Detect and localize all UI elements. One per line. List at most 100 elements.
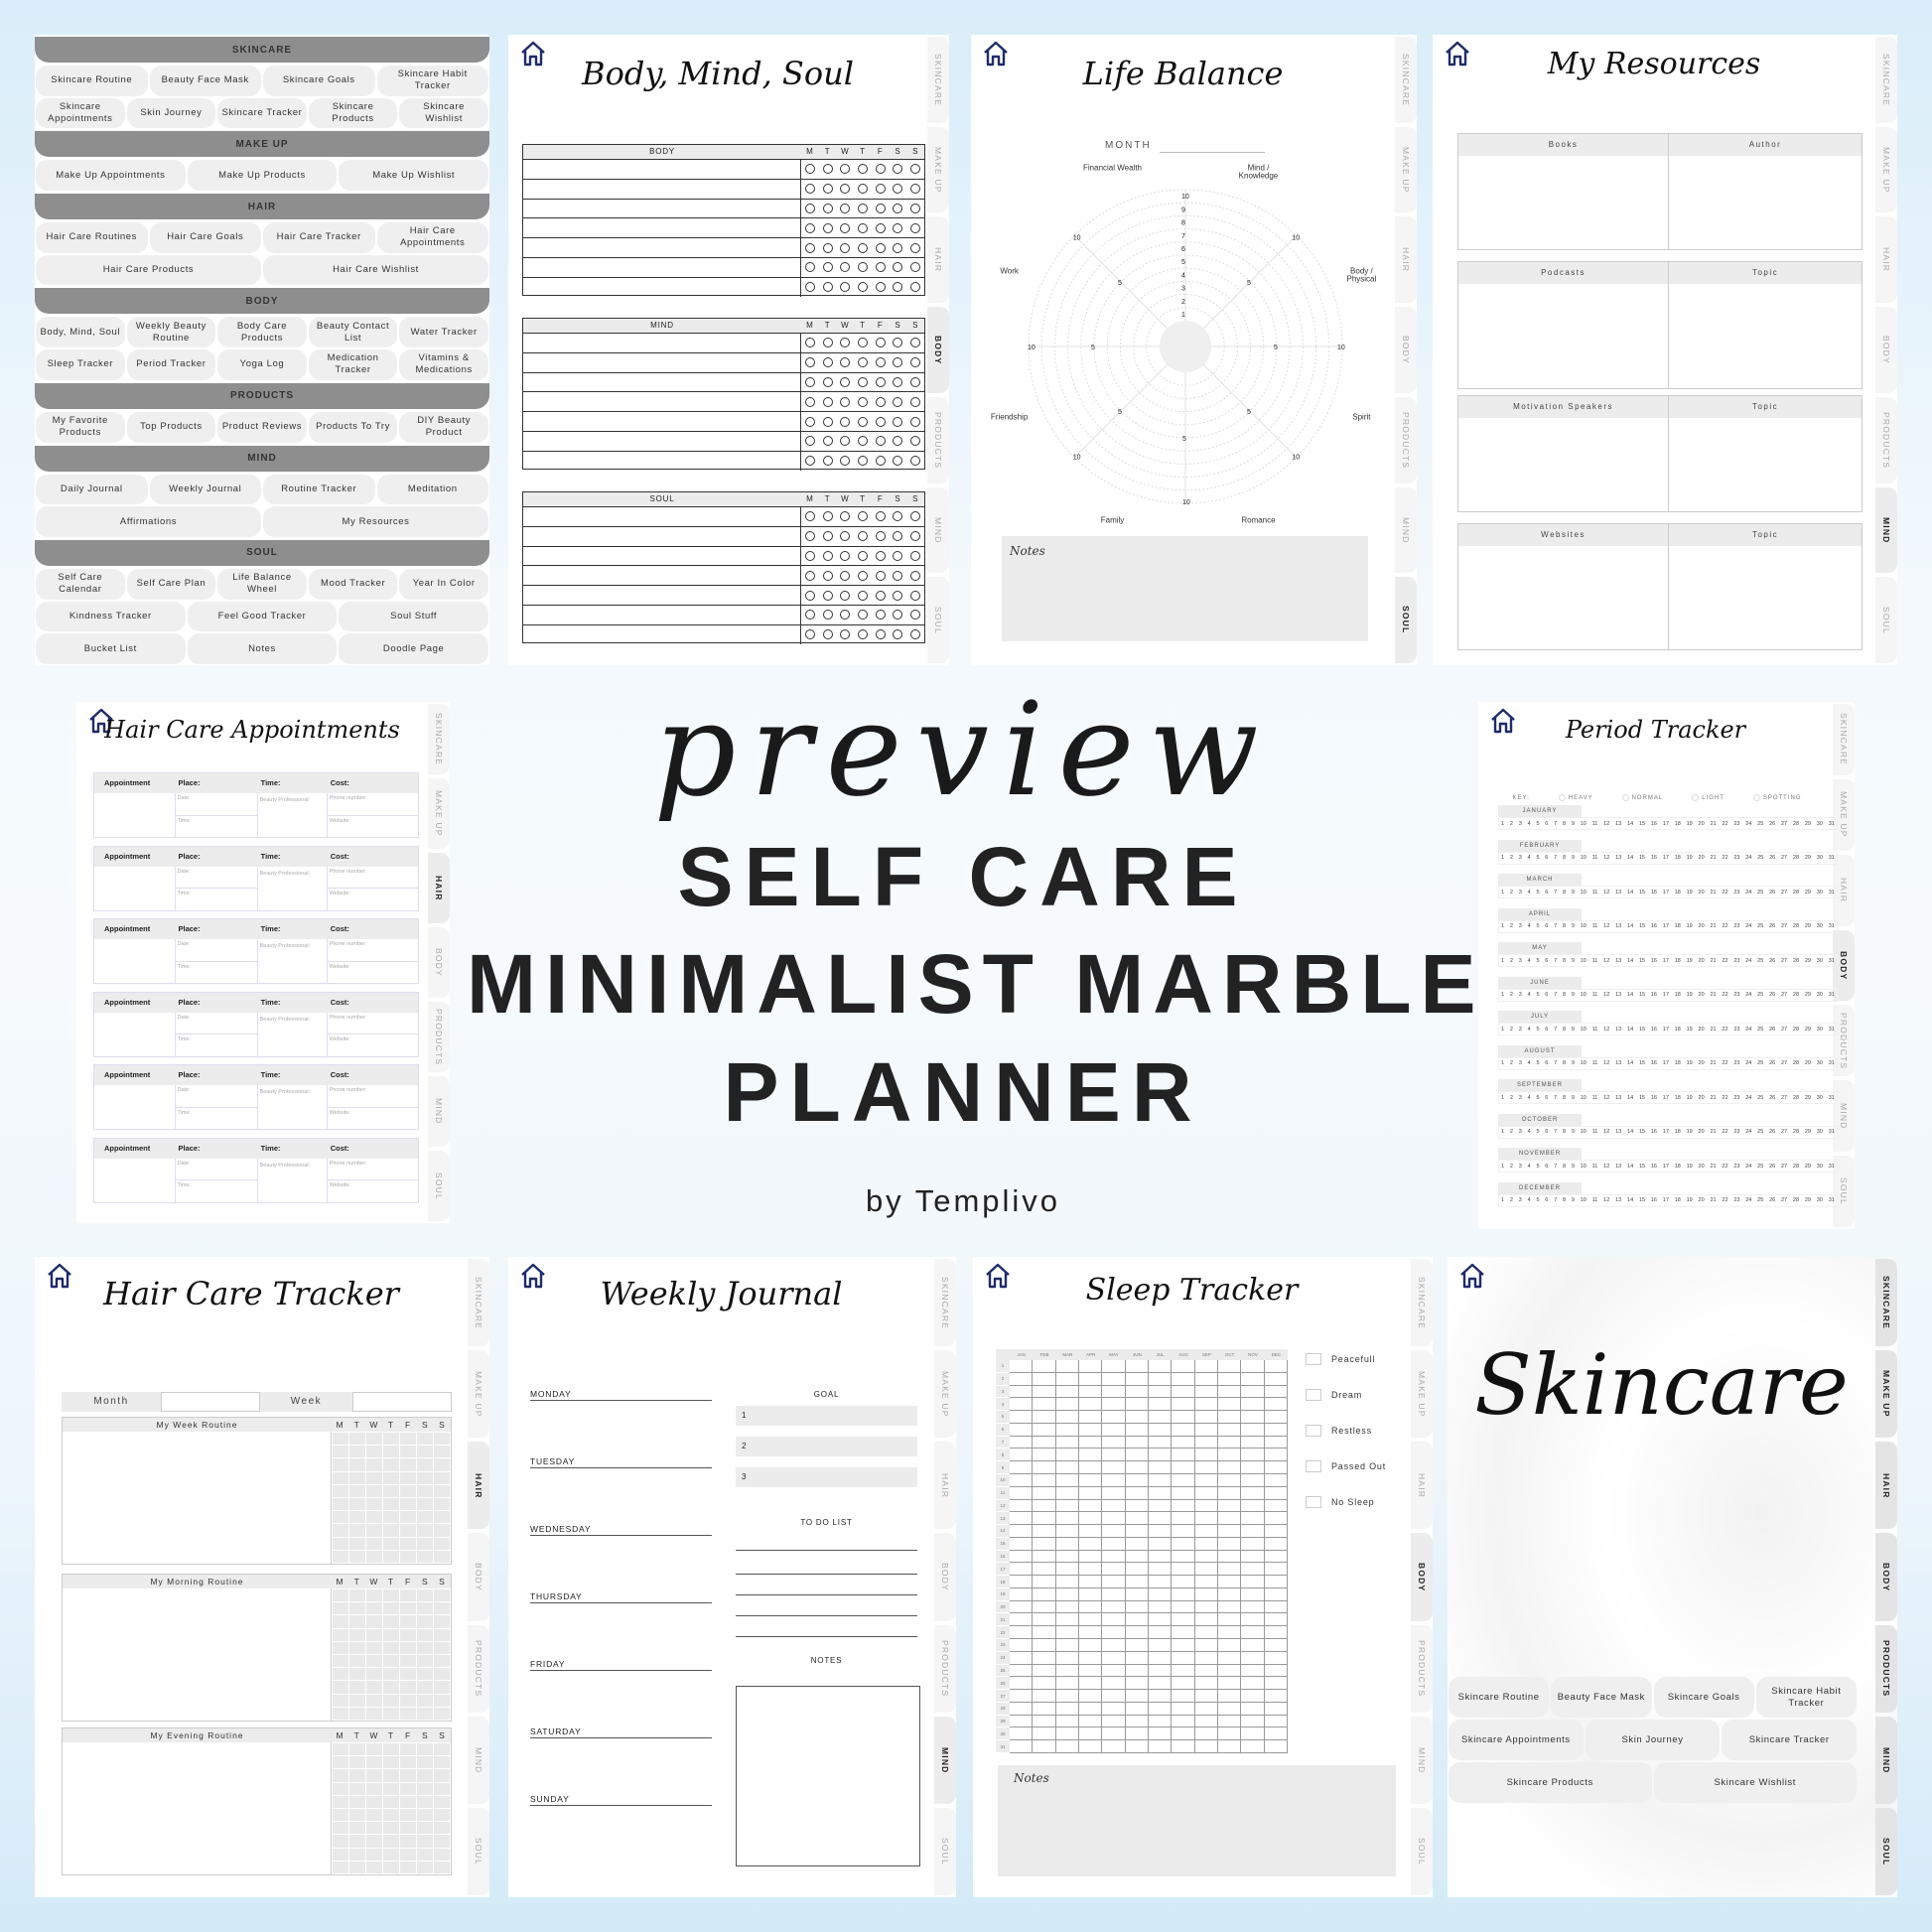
day-number[interactable]: 18 — [1674, 923, 1681, 929]
resource-column[interactable]: Websites — [1458, 524, 1669, 649]
day-number[interactable]: 22 — [1722, 923, 1728, 929]
grid-cell[interactable] — [366, 1822, 382, 1835]
sleep-cell[interactable] — [1102, 1398, 1126, 1412]
sleep-cell[interactable] — [1149, 1651, 1173, 1665]
day-check-circle[interactable] — [858, 222, 869, 233]
sleep-cell[interactable] — [1194, 1626, 1218, 1640]
day-number[interactable]: 22 — [1722, 855, 1728, 861]
grid-cell[interactable] — [417, 1668, 433, 1681]
grid-cell[interactable] — [434, 1782, 450, 1795]
grid-cell[interactable] — [366, 1458, 382, 1471]
day-number[interactable]: 7 — [1554, 820, 1558, 827]
day-number[interactable]: 18 — [1674, 1060, 1681, 1066]
day-number[interactable]: 16 — [1650, 1060, 1657, 1066]
day-number[interactable]: 10 — [1580, 820, 1587, 827]
tab-skincare[interactable]: SKINCARE — [934, 1259, 956, 1347]
sleep-cell[interactable] — [1010, 1600, 1034, 1614]
sleep-cell[interactable] — [1102, 1537, 1126, 1551]
day-check-circle[interactable] — [893, 590, 903, 601]
tab-mind[interactable]: MIND — [1395, 486, 1417, 574]
habit-line[interactable] — [523, 546, 801, 566]
grid-cell[interactable] — [434, 1743, 450, 1756]
sleep-cell[interactable] — [1241, 1576, 1265, 1588]
day-number[interactable]: 9 — [1571, 1094, 1575, 1101]
beauty-professional-field[interactable]: Beauty Professional: — [258, 1085, 328, 1129]
sleep-cell[interactable] — [1079, 1664, 1103, 1678]
day-check-circle[interactable] — [875, 357, 886, 368]
day-check-circle[interactable] — [858, 164, 869, 175]
toc-item[interactable]: Skincare Products — [308, 97, 398, 129]
grid-cell[interactable] — [366, 1471, 382, 1484]
day-number[interactable]: 19 — [1686, 1163, 1693, 1170]
day-check-circle[interactable] — [822, 590, 833, 601]
day-number[interactable]: 11 — [1591, 1026, 1598, 1033]
toc-item[interactable]: Hair Care Appointments — [376, 222, 488, 253]
resource-column[interactable]: Motivation Speakers — [1458, 396, 1669, 511]
grid-cell[interactable] — [349, 1628, 365, 1641]
day-number[interactable]: 29 — [1804, 957, 1811, 964]
day-number[interactable]: 20 — [1698, 1094, 1705, 1101]
sleep-cell[interactable] — [1055, 1360, 1079, 1373]
sleep-cell[interactable] — [1172, 1461, 1195, 1474]
tab-body[interactable]: BODY — [468, 1533, 489, 1621]
grid-cell[interactable] — [383, 1835, 399, 1848]
sleep-cell[interactable] — [1125, 1473, 1149, 1487]
day-number[interactable]: 4 — [1527, 1197, 1531, 1203]
sleep-cell[interactable] — [1125, 1576, 1149, 1588]
grid-cell[interactable] — [434, 1471, 450, 1484]
day-number[interactable]: 19 — [1686, 1026, 1693, 1033]
sleep-cell[interactable] — [1010, 1626, 1034, 1640]
sleep-cell[interactable] — [1125, 1486, 1149, 1500]
day-number[interactable]: 10 — [1580, 1163, 1587, 1170]
day-number[interactable]: 21 — [1710, 957, 1717, 964]
day-number[interactable]: 1 — [1501, 1197, 1505, 1203]
date-field[interactable]: Date: — [175, 1013, 257, 1035]
sleep-cell[interactable] — [1102, 1423, 1126, 1437]
day-number[interactable]: 27 — [1781, 889, 1788, 896]
grid-cell[interactable] — [349, 1589, 365, 1602]
habit-line[interactable] — [523, 624, 801, 644]
sleep-cell[interactable] — [1149, 1550, 1173, 1564]
grid-cell[interactable] — [400, 1822, 416, 1835]
day-number[interactable]: 15 — [1638, 855, 1646, 861]
sleep-cell[interactable] — [1149, 1512, 1173, 1526]
grid-cell[interactable] — [349, 1822, 365, 1835]
day-number[interactable]: 12 — [1603, 1060, 1610, 1066]
sleep-cell[interactable] — [1055, 1385, 1079, 1399]
sleep-cell[interactable] — [1010, 1664, 1034, 1678]
day-number[interactable]: 21 — [1710, 1197, 1717, 1203]
day-number[interactable]: 2 — [1509, 855, 1513, 861]
day-number[interactable]: 31 — [1828, 923, 1835, 929]
sleep-cell[interactable] — [1010, 1587, 1034, 1601]
toc-item[interactable]: Year In Color — [399, 568, 488, 600]
day-number[interactable]: 13 — [1615, 855, 1622, 861]
day-number[interactable]: 14 — [1627, 1060, 1634, 1066]
sleep-cell[interactable] — [1218, 1512, 1242, 1526]
sleep-cell[interactable] — [1194, 1740, 1218, 1753]
tab-products[interactable]: PRODUCTS — [468, 1624, 489, 1713]
day-check-circle[interactable] — [875, 184, 886, 195]
grid-cell[interactable] — [417, 1471, 433, 1484]
day-check-circle[interactable] — [840, 416, 851, 427]
day-number[interactable]: 27 — [1781, 1129, 1788, 1135]
sleep-cell[interactable] — [1010, 1411, 1034, 1424]
sleep-cell[interactable] — [1218, 1600, 1242, 1614]
sleep-cell[interactable] — [1055, 1398, 1079, 1412]
day-number[interactable]: 2 — [1509, 1094, 1513, 1101]
day-check-circle[interactable] — [893, 184, 903, 195]
home-icon[interactable] — [86, 706, 116, 736]
grid-cell[interactable] — [349, 1446, 365, 1458]
sleep-cell[interactable] — [1102, 1436, 1126, 1449]
sleep-cell[interactable] — [1149, 1525, 1173, 1538]
day-check-circle[interactable] — [840, 610, 851, 621]
grid-cell[interactable] — [366, 1615, 382, 1628]
day-number[interactable]: 29 — [1804, 923, 1811, 929]
day-check-circle[interactable] — [875, 164, 886, 175]
sleep-cell[interactable] — [1264, 1398, 1288, 1412]
sleep-cell[interactable] — [1033, 1576, 1056, 1588]
grid-cell[interactable] — [333, 1524, 348, 1537]
day-number[interactable]: 16 — [1650, 1129, 1657, 1135]
tab-hair[interactable]: HAIR — [1875, 1442, 1897, 1530]
grid-cell[interactable] — [333, 1615, 348, 1628]
grid-cell[interactable] — [417, 1589, 433, 1602]
